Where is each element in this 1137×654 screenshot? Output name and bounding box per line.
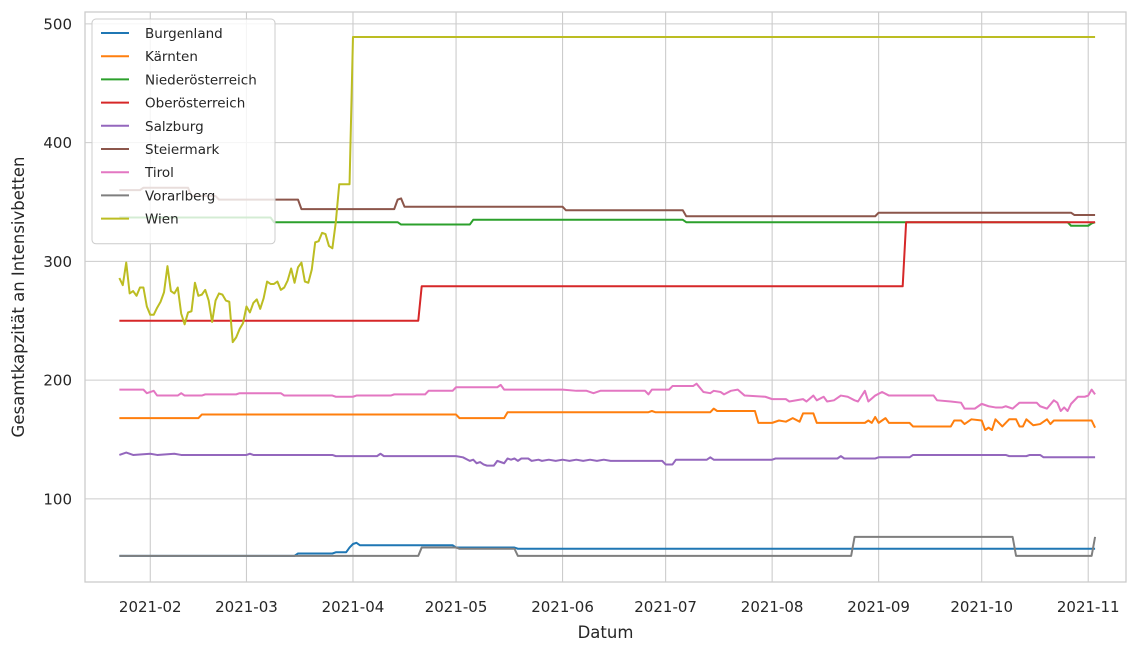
x-tick-label: 2021-07 — [634, 598, 697, 616]
series-line-tirol — [119, 382, 1096, 412]
legend-label: Kärnten — [145, 49, 198, 65]
y-axis-label: Gesamtkapzität an Intensivbetten — [9, 157, 28, 438]
series-line-salzburg — [119, 451, 1096, 467]
legend-label: Niederösterreich — [145, 72, 257, 88]
y-tick-label: 400 — [43, 134, 72, 152]
legend-label: Oberösterreich — [145, 96, 245, 112]
y-tick-label: 200 — [43, 372, 72, 390]
legend-label: Vorarlberg — [145, 188, 215, 204]
y-tick-label: 300 — [43, 253, 72, 271]
x-tick-label: 2021-02 — [119, 598, 182, 616]
y-tick-label: 100 — [43, 490, 72, 508]
series-line-oberösterreich — [119, 221, 1096, 322]
y-tick-label: 500 — [43, 15, 72, 33]
axes-frame — [84, 11, 1127, 583]
x-tick-label: 2021-05 — [425, 598, 488, 616]
x-axis-label: Datum — [578, 623, 634, 642]
legend-label: Salzburg — [145, 119, 204, 135]
series-line-vorarlberg — [119, 535, 1097, 557]
series-line-burgenland — [119, 541, 1096, 557]
legend-label: Tirol — [144, 165, 174, 181]
x-tick-label: 2021-04 — [322, 598, 385, 616]
x-tick-label: 2021-09 — [847, 598, 910, 616]
legend-label: Burgenland — [145, 26, 223, 42]
legend-label: Steiermark — [145, 142, 220, 158]
legend: Burgenland Kärnten Niederösterreich Oberöst… — [91, 18, 276, 245]
legend-label: Wien — [145, 212, 179, 228]
y-axis-ticks: 100 200 300 400 500 — [43, 15, 72, 508]
x-axis-ticks: 2021-02 2021-03 2021-04 2021-05 2021-06 2021-… — [119, 598, 1120, 616]
series-line-niederösterreich — [119, 216, 1096, 227]
grid — [85, 12, 1126, 582]
x-tick-label: 2021-06 — [531, 598, 594, 616]
x-tick-label: 2021-08 — [741, 598, 804, 616]
legend-box — [91, 18, 276, 245]
x-tick-label: 2021-03 — [215, 598, 278, 616]
series-line-wien — [118, 35, 1096, 344]
x-tick-label: 2021-11 — [1057, 598, 1120, 616]
x-tick-label: 2021-10 — [950, 598, 1013, 616]
series-line-kärnten — [119, 407, 1096, 431]
